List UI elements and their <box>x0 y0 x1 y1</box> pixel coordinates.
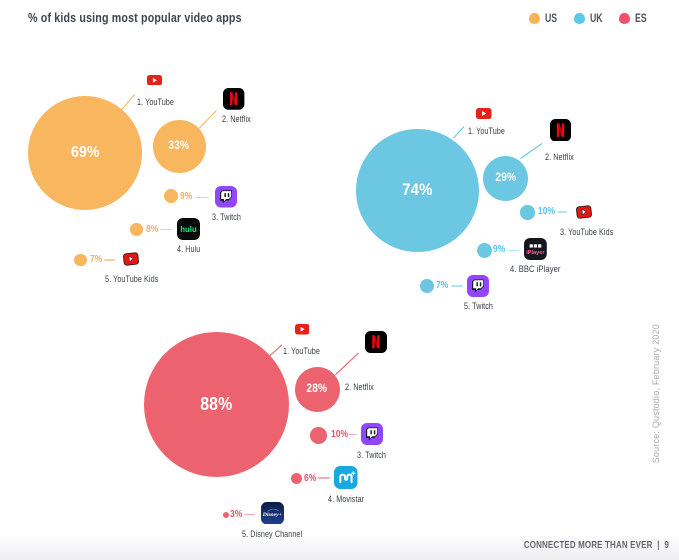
svg-text:Disney+: Disney+ <box>261 512 281 518</box>
svg-text:hulu: hulu <box>180 225 197 234</box>
svg-text:iPlayer: iPlayer <box>526 250 545 256</box>
